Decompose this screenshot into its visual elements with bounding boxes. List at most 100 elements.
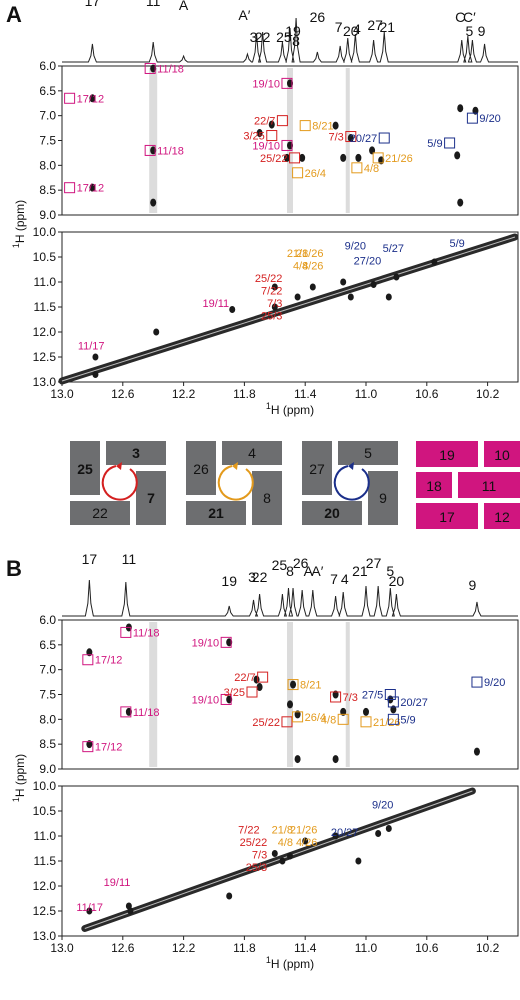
crosspeak-label: 19/10 xyxy=(192,637,220,649)
x-tick-label: 10.2 xyxy=(476,941,500,955)
x-tick-label: 10.6 xyxy=(415,941,439,955)
cross-peak xyxy=(92,353,99,361)
crosspeak-label: 19/10 xyxy=(192,694,220,706)
cross-peak xyxy=(271,303,278,311)
crosspeak-label: 4/8 xyxy=(278,837,293,849)
y-axis-label: 1H (ppm) xyxy=(11,754,27,802)
crosspeak-label: 3/25 xyxy=(224,687,245,699)
tetrad-label: 8 xyxy=(263,490,271,506)
crosspeak-label: 7/3 xyxy=(267,298,282,310)
label-box xyxy=(360,716,372,728)
guanine-block xyxy=(302,441,332,495)
crosspeak-label: 7/3 xyxy=(252,850,267,862)
cross-peak xyxy=(287,700,293,709)
pink-block xyxy=(484,503,520,529)
tetrad-label: 18 xyxy=(426,478,442,494)
peak-label: 8 xyxy=(292,33,300,49)
tetrad-label: 27 xyxy=(309,461,325,477)
tetrad-schematic: 3 25 7 22 4 26 8 21 5 27 9 20 19 10 18 11 17 12 xyxy=(70,441,520,529)
label-box xyxy=(299,120,311,132)
x-axis-sup: 1 xyxy=(266,955,271,965)
crosspeak-label: 11/17 xyxy=(76,902,103,914)
y-tick-label: 11.0 xyxy=(34,275,57,289)
streak xyxy=(149,622,158,767)
cross-peak xyxy=(256,129,263,138)
label-box xyxy=(276,115,288,127)
pink-block xyxy=(416,441,478,467)
crosspeak-label: 5/9 xyxy=(450,238,465,250)
guanine-block xyxy=(252,471,282,525)
label-box xyxy=(220,693,232,705)
crosspeak-label: 11/18 xyxy=(157,145,184,157)
x-tick-label: 12.6 xyxy=(111,387,135,401)
crosspeak-label: 25/22 xyxy=(255,273,283,285)
crosspeak-label: 17/12 xyxy=(77,183,105,195)
crosspeak-label: 21/26 xyxy=(373,717,401,729)
peak-label: 22 xyxy=(252,569,268,585)
guanine-block xyxy=(338,441,398,465)
crosspeak-label: 25/3 xyxy=(246,862,267,874)
y-tick-label: 13.0 xyxy=(33,375,57,389)
arrowhead xyxy=(116,462,122,470)
crosspeak-label: 21/26 xyxy=(385,153,413,165)
label-box xyxy=(82,741,94,753)
crosspeak-label: 4/8 xyxy=(321,714,336,726)
peak-label: A xyxy=(304,563,314,579)
peak-label: 20 xyxy=(389,573,405,589)
crosspeak-label: 9/20 xyxy=(345,241,366,253)
label-box xyxy=(82,654,94,666)
peak-label: 7 xyxy=(330,571,338,587)
label-box xyxy=(266,130,278,142)
cross-peak xyxy=(332,755,339,764)
tetrad-label: 7 xyxy=(147,490,155,506)
peak-label: A xyxy=(179,0,189,13)
crosspeak-label: 17/12 xyxy=(95,655,123,667)
cross-peak xyxy=(287,852,293,860)
streak xyxy=(345,68,350,213)
cross-peak xyxy=(86,740,93,749)
y-tick-label: 8.0 xyxy=(39,158,56,172)
tetrad-label: 9 xyxy=(379,490,387,506)
guanine-block xyxy=(136,471,166,525)
x-tick-label: 11.8 xyxy=(233,941,256,955)
cross-peak xyxy=(294,710,301,719)
y-tick-label: 11.0 xyxy=(34,829,57,843)
label-box xyxy=(384,689,396,700)
cross-peak xyxy=(294,755,301,764)
streak xyxy=(149,68,158,213)
streak xyxy=(287,622,293,767)
rotation-arrow xyxy=(101,465,138,501)
crosspeak-label: 11/18 xyxy=(133,627,160,639)
x-tick-label: 12.6 xyxy=(111,941,135,955)
y-tick-label: 6.0 xyxy=(39,59,56,73)
cross-peak xyxy=(268,120,275,129)
y-tick-label: 9.0 xyxy=(39,208,56,222)
crosspeak-label: 7/22 xyxy=(261,286,282,298)
cross-peak xyxy=(271,283,278,291)
cross-peak xyxy=(309,283,316,291)
cross-peak xyxy=(385,825,392,832)
cross-peak xyxy=(153,328,160,336)
rotation-arrow xyxy=(333,465,370,501)
crosspeak-label: 17/12 xyxy=(95,742,123,754)
crosspeak-label: 7/3 xyxy=(329,132,344,144)
peak-label: 3 xyxy=(250,29,258,45)
crosspeak-label: 9/20 xyxy=(372,800,393,812)
y-tick-label: 11.5 xyxy=(34,854,57,868)
label-box xyxy=(246,686,258,698)
peak-label: 5 xyxy=(465,23,473,39)
cross-peak xyxy=(92,371,99,378)
cross-peak xyxy=(370,281,377,288)
label-box xyxy=(120,706,132,718)
crosspeak-label: 5/9 xyxy=(400,714,415,726)
cross-peak xyxy=(86,907,93,915)
cross-peak xyxy=(271,850,278,857)
tetrad-label: 17 xyxy=(439,509,455,525)
peak-label: 9 xyxy=(478,23,486,39)
crosspeak-label: 19/10 xyxy=(252,78,280,90)
y-tick-label: 12.0 xyxy=(33,879,57,893)
cross-peak xyxy=(290,680,297,689)
crosspeak-label: 25/22 xyxy=(260,153,288,165)
